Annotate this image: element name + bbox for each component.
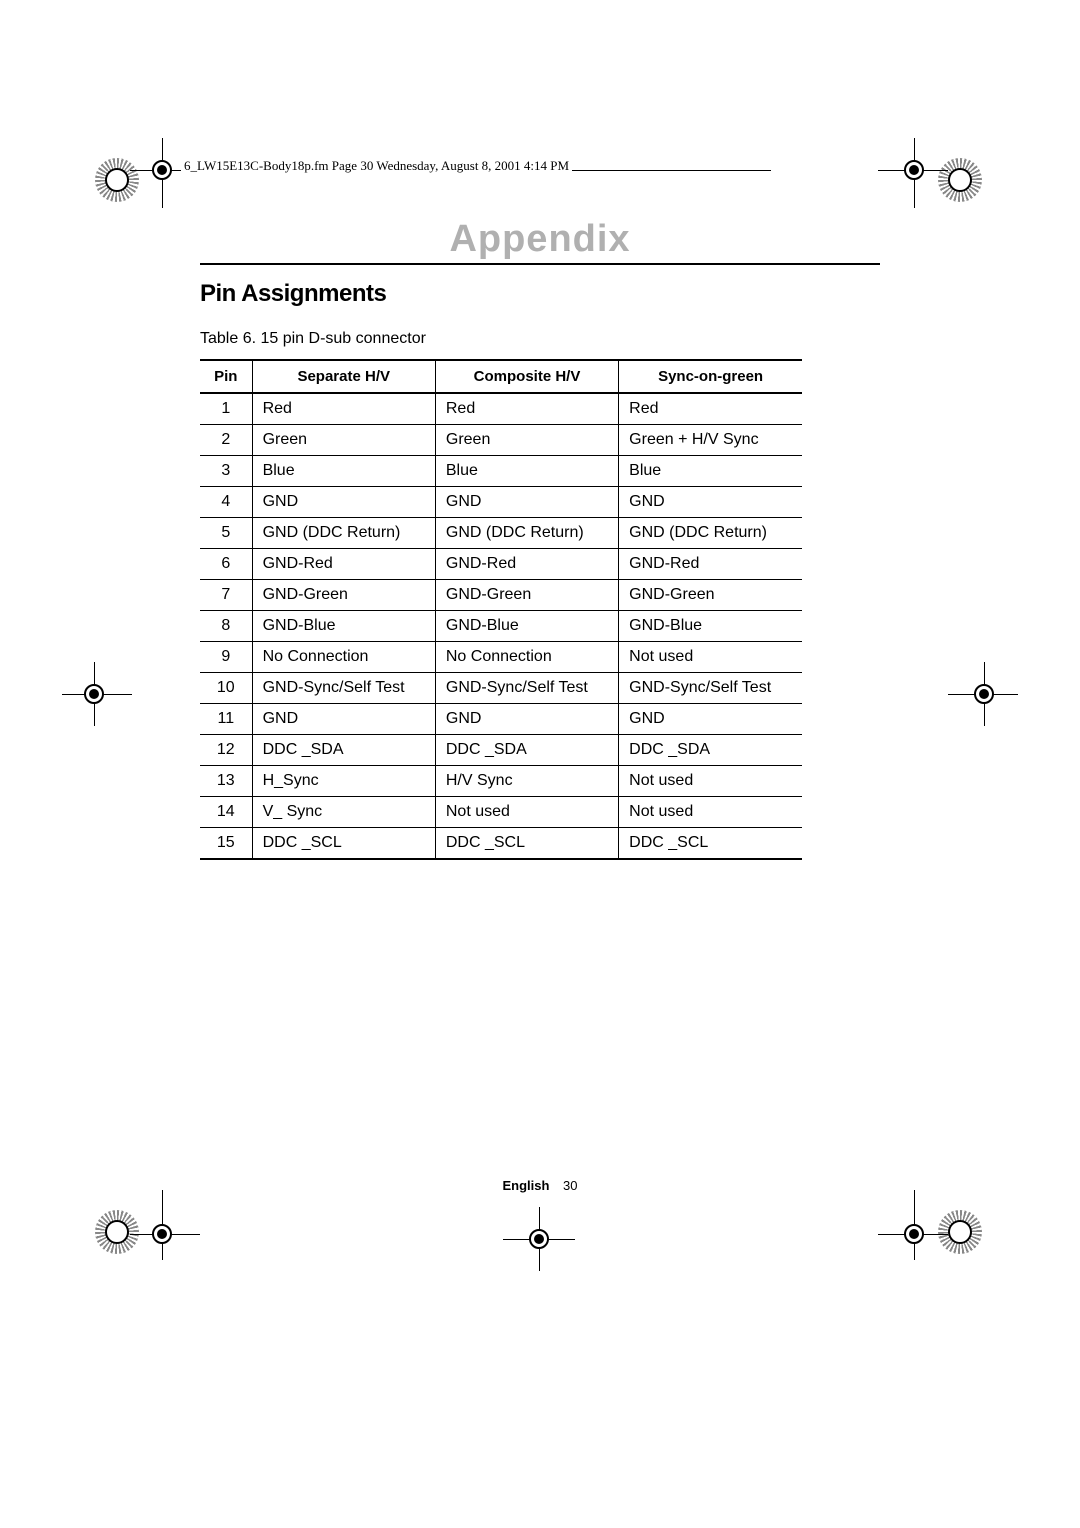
table-row: 14V_ SyncNot usedNot used	[200, 797, 802, 828]
cell-sep: Green	[252, 425, 435, 456]
cell-sep: GND (DDC Return)	[252, 518, 435, 549]
cell-pin: 13	[200, 766, 252, 797]
cell-sep: V_ Sync	[252, 797, 435, 828]
cell-sync: GND-Green	[619, 580, 802, 611]
table-row: 7GND-GreenGND-GreenGND-Green	[200, 580, 802, 611]
cell-sync: DDC _SDA	[619, 735, 802, 766]
cell-pin: 4	[200, 487, 252, 518]
cell-pin: 10	[200, 673, 252, 704]
cell-sync: GND-Red	[619, 549, 802, 580]
cell-comp: No Connection	[435, 642, 618, 673]
reg-mark-bottom-center	[525, 1225, 553, 1253]
cell-comp: GND	[435, 704, 618, 735]
cell-pin: 15	[200, 828, 252, 860]
table-body: 1RedRedRed 2GreenGreenGreen + H/V Sync 3…	[200, 393, 802, 859]
cell-sync: Not used	[619, 642, 802, 673]
col-header-sync: Sync-on-green	[619, 360, 802, 393]
cell-sep: Red	[252, 393, 435, 425]
cell-comp: GND-Red	[435, 549, 618, 580]
cell-comp: DDC _SCL	[435, 828, 618, 860]
reg-mark-bottom-left	[148, 1220, 176, 1248]
table-row: 6GND-RedGND-RedGND-Red	[200, 549, 802, 580]
col-header-pin: Pin	[200, 360, 252, 393]
col-header-separate: Separate H/V	[252, 360, 435, 393]
footer-language: English	[502, 1178, 549, 1193]
cell-pin: 5	[200, 518, 252, 549]
title-underline	[200, 263, 880, 265]
cell-sep: GND-Blue	[252, 611, 435, 642]
cell-comp: GND-Blue	[435, 611, 618, 642]
table-row: 3BlueBlueBlue	[200, 456, 802, 487]
page-footer: English 30	[200, 1178, 880, 1193]
cell-comp: Blue	[435, 456, 618, 487]
reg-mark-mid-right	[970, 680, 998, 708]
cell-comp: Not used	[435, 797, 618, 828]
table-row: 4GNDGNDGND	[200, 487, 802, 518]
cell-sync: Not used	[619, 766, 802, 797]
table-row: 15DDC _SCLDDC _SCLDDC _SCL	[200, 828, 802, 860]
cell-comp: DDC _SDA	[435, 735, 618, 766]
col-header-composite: Composite H/V	[435, 360, 618, 393]
cell-comp: GND	[435, 487, 618, 518]
cell-sep: H_Sync	[252, 766, 435, 797]
cell-comp: H/V Sync	[435, 766, 618, 797]
cell-sync: GND	[619, 704, 802, 735]
cell-sync: GND	[619, 487, 802, 518]
cell-pin: 14	[200, 797, 252, 828]
section-title: Pin Assignments	[200, 280, 386, 308]
reg-mark-mid-left	[80, 680, 108, 708]
table-row: 13H_SyncH/V SyncNot used	[200, 766, 802, 797]
cell-sep: DDC _SCL	[252, 828, 435, 860]
table-caption: Table 6. 15 pin D-sub connector	[200, 330, 426, 348]
cell-sep: GND-Green	[252, 580, 435, 611]
cell-sync: Green + H/V Sync	[619, 425, 802, 456]
chapter-title: Appendix	[200, 218, 880, 261]
cell-pin: 6	[200, 549, 252, 580]
table-row: 10GND-Sync/Self TestGND-Sync/Self TestGN…	[200, 673, 802, 704]
reg-mark-top-left	[148, 156, 176, 184]
cell-comp: GND-Green	[435, 580, 618, 611]
cell-comp: GND-Sync/Self Test	[435, 673, 618, 704]
cell-sep: GND-Red	[252, 549, 435, 580]
cell-sync: GND-Blue	[619, 611, 802, 642]
footer-page-number: 30	[563, 1178, 577, 1193]
cell-comp: Red	[435, 393, 618, 425]
table-row: 1RedRedRed	[200, 393, 802, 425]
cell-comp: GND (DDC Return)	[435, 518, 618, 549]
pin-table: Pin Separate H/V Composite H/V Sync-on-g…	[200, 359, 802, 860]
cell-comp: Green	[435, 425, 618, 456]
cell-pin: 12	[200, 735, 252, 766]
table-row: 9No ConnectionNo ConnectionNot used	[200, 642, 802, 673]
cell-sync: Blue	[619, 456, 802, 487]
cell-sync: Not used	[619, 797, 802, 828]
cell-pin: 8	[200, 611, 252, 642]
reg-mark-bottom-right	[900, 1220, 928, 1248]
cell-sep: DDC _SDA	[252, 735, 435, 766]
cell-sep: GND-Sync/Self Test	[252, 673, 435, 704]
cell-sync: GND-Sync/Self Test	[619, 673, 802, 704]
table-row: 11GNDGNDGND	[200, 704, 802, 735]
cell-pin: 3	[200, 456, 252, 487]
cell-sep: Blue	[252, 456, 435, 487]
cell-pin: 7	[200, 580, 252, 611]
cell-sync: DDC _SCL	[619, 828, 802, 860]
cell-pin: 9	[200, 642, 252, 673]
cell-pin: 1	[200, 393, 252, 425]
cell-pin: 11	[200, 704, 252, 735]
table-row: 8GND-BlueGND-BlueGND-Blue	[200, 611, 802, 642]
cell-sep: GND	[252, 704, 435, 735]
cell-sep: No Connection	[252, 642, 435, 673]
cell-pin: 2	[200, 425, 252, 456]
cell-sep: GND	[252, 487, 435, 518]
table-row: 2GreenGreenGreen + H/V Sync	[200, 425, 802, 456]
table-row: 5GND (DDC Return)GND (DDC Return)GND (DD…	[200, 518, 802, 549]
header-text: 6_LW15E13C-Body18p.fm Page 30 Wednesday,…	[181, 158, 572, 174]
cell-sync: Red	[619, 393, 802, 425]
table-header-row: Pin Separate H/V Composite H/V Sync-on-g…	[200, 360, 802, 393]
cell-sync: GND (DDC Return)	[619, 518, 802, 549]
table-row: 12DDC _SDADDC _SDADDC _SDA	[200, 735, 802, 766]
reg-mark-top-right	[900, 156, 928, 184]
